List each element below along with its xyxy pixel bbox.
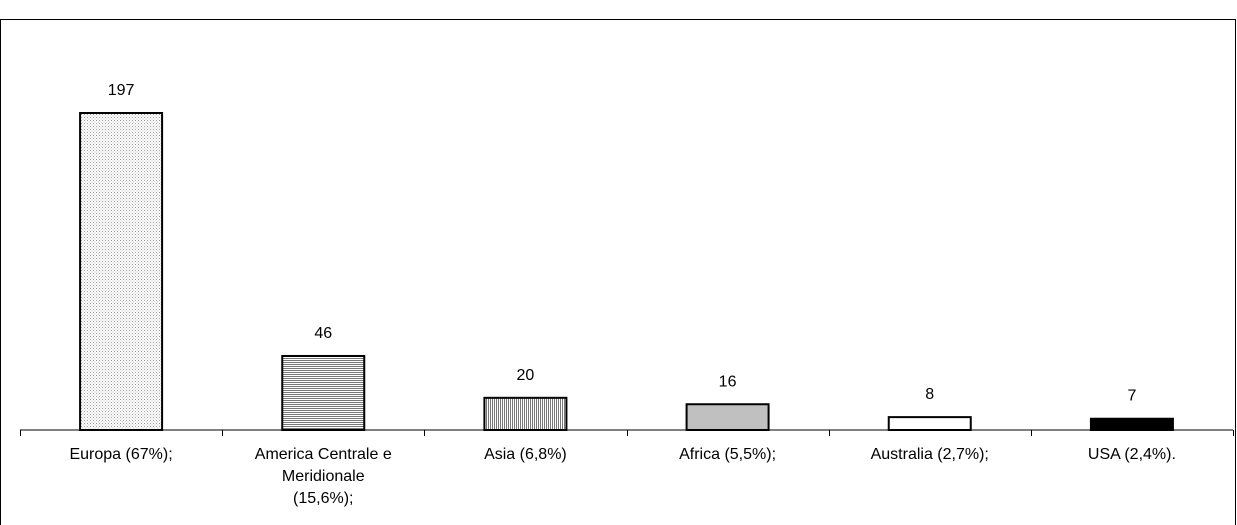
data-label: 20: [517, 367, 535, 384]
bar: [1089, 417, 1174, 432]
bar: [281, 354, 366, 432]
data-label: 8: [925, 386, 934, 403]
category-label: Australia (2,7%);: [871, 446, 989, 463]
data-label: 197: [108, 82, 135, 99]
category-label: Africa (5,5%);: [679, 446, 776, 463]
category-label: Asia (6,8%): [484, 446, 567, 463]
data-label: 46: [314, 325, 332, 342]
bar: [483, 396, 568, 431]
bar: [685, 403, 770, 432]
bar: [79, 112, 164, 431]
chart-frame: [0, 19, 1236, 525]
data-label: 7: [1127, 388, 1136, 405]
category-label: Europa (67%);: [69, 446, 172, 463]
data-label: 16: [719, 373, 737, 390]
category-label: USA (2,4%).: [1088, 446, 1176, 463]
category-label: America Centrale e Meridionale (15,6%);: [255, 446, 392, 507]
bar: [887, 416, 972, 431]
